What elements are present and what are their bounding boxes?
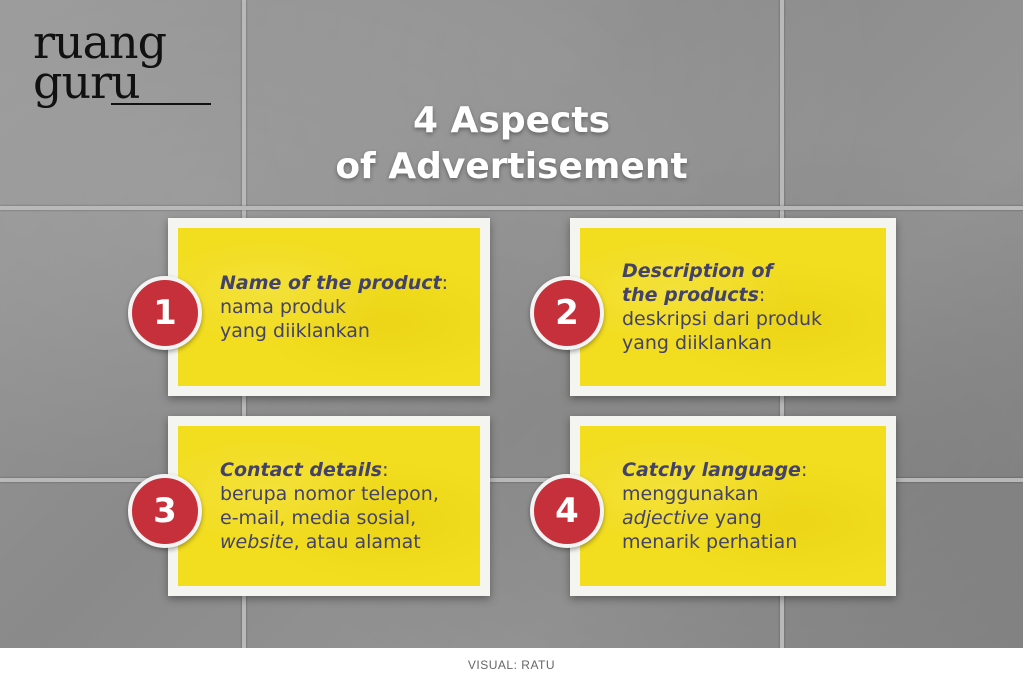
number-badge-4: 4 [530, 474, 604, 548]
aspect-card-4: Catchy language: menggunakan adjective y… [570, 416, 896, 596]
card-heading-line: the products: [622, 284, 766, 306]
card-line-rest: yang [708, 507, 762, 529]
italic-word: website [220, 531, 294, 553]
tile-grout-line [0, 206, 1023, 210]
card-line: yang diiklankan [220, 320, 370, 342]
card-line: menggunakan [622, 483, 759, 505]
aspect-card-2: Description of the products: deskripsi d… [570, 218, 896, 396]
number-badge-2: 2 [530, 276, 604, 350]
card-heading: Description of [622, 260, 773, 282]
logo-word-ruang: ruang [33, 15, 167, 69]
card-yellow-fill [580, 426, 886, 586]
logo-underline [111, 103, 211, 105]
number-badge-3: 3 [128, 474, 202, 548]
card-text: Description of the products: deskripsi d… [622, 218, 880, 396]
visual-credit: VISUAL: RATU [467, 658, 556, 672]
card-line: deskripsi dari produk [622, 308, 823, 330]
card-line: berupa nomor telepon, [220, 483, 439, 505]
aspect-card-3: Contact details: berupa nomor telepon, e… [168, 416, 490, 596]
number-badge-1: 1 [128, 276, 202, 350]
title-line-1: 4 Aspects [412, 100, 611, 141]
card-heading: Contact details [220, 459, 383, 481]
tile-grout-line [0, 478, 1023, 482]
card-text: Catchy language: menggunakan adjective y… [622, 416, 880, 596]
card-text: Contact details: berupa nomor telepon, e… [220, 416, 474, 596]
card-line: website, atau alamat [220, 530, 474, 554]
card-line: menarik perhatian [622, 531, 798, 553]
card-heading-line: Catchy language: [622, 459, 808, 481]
ruangguru-logo: ruang guru [33, 15, 211, 122]
card-line: nama produk [220, 296, 347, 318]
card-yellow-fill [178, 228, 480, 386]
card-yellow-fill [178, 426, 480, 586]
card-line: adjective yang [622, 506, 880, 530]
card-text: Name of the product: nama produk yang di… [220, 218, 474, 396]
card-line-rest: , atau alamat [293, 531, 421, 553]
aspect-card-1: Name of the product: nama produk yang di… [168, 218, 490, 396]
title-line-2: of Advertisement [335, 146, 688, 187]
card-heading-line: Contact details: [220, 459, 389, 481]
card-heading-line: Name of the product: [220, 272, 448, 294]
card-heading: the products [622, 284, 759, 306]
card-heading: Name of the product [220, 272, 442, 294]
card-line: yang diiklankan [622, 332, 772, 354]
credit-footer: VISUAL: RATU [0, 648, 1023, 682]
italic-word: adjective [622, 507, 709, 529]
card-yellow-fill [580, 228, 886, 386]
logo-word-guru: guru [33, 55, 141, 109]
page-title: 4 Aspects of Advertisement [0, 98, 1023, 190]
card-line: e-mail, media sosial, [220, 507, 417, 529]
card-heading: Catchy language [622, 459, 801, 481]
